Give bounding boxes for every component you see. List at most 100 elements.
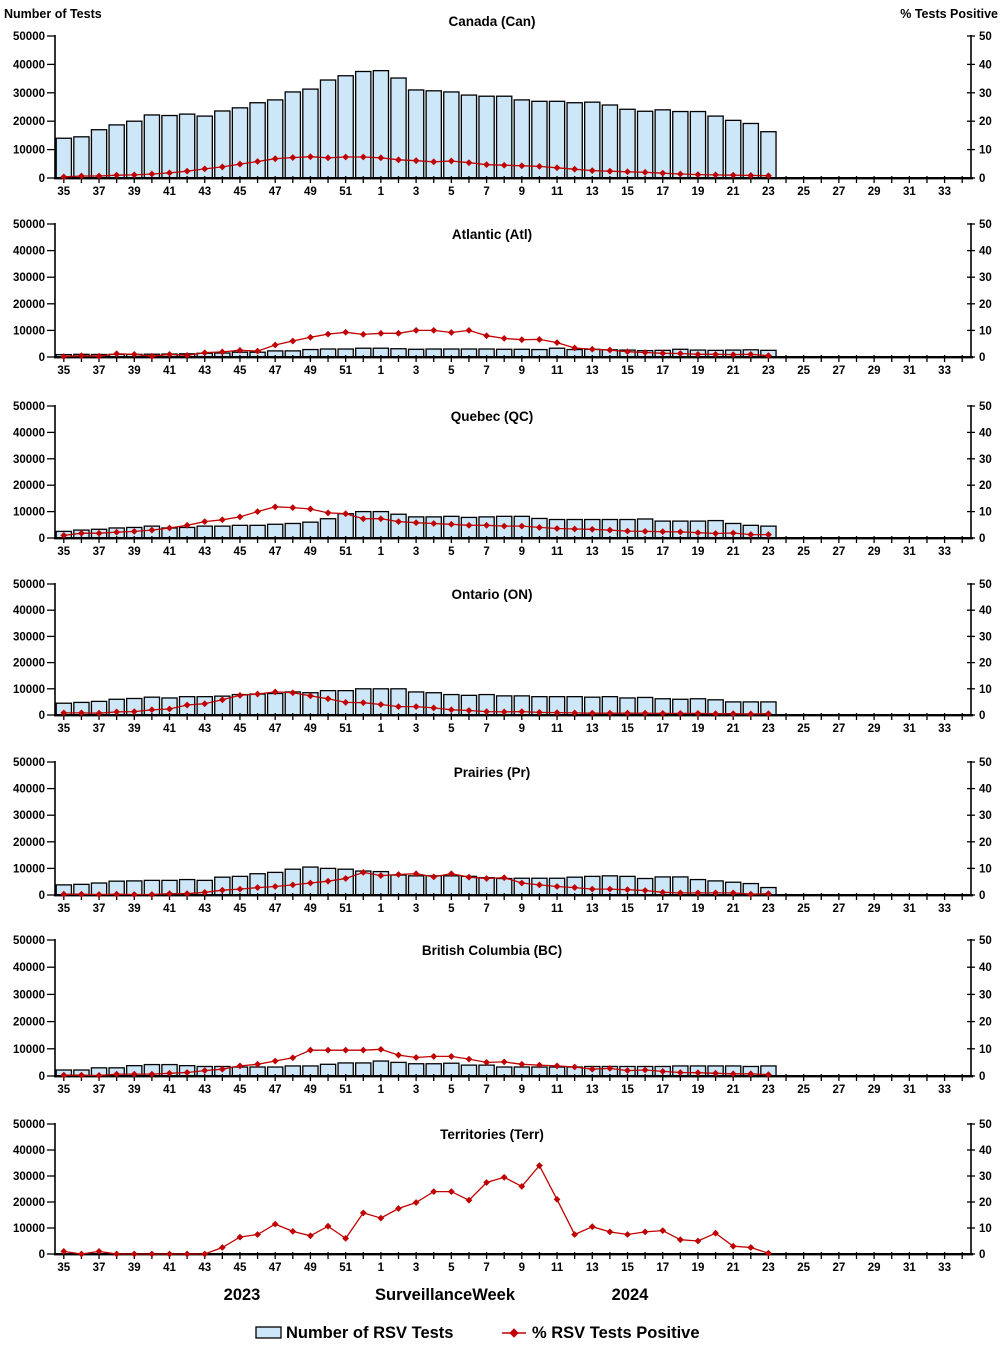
y-axis-right: 0 10 20 30 40 50 <box>967 757 992 902</box>
svg-text:30: 30 <box>979 88 992 100</box>
svg-text:13: 13 <box>586 546 599 558</box>
svg-text:23: 23 <box>762 186 775 196</box>
pct-line-series <box>60 153 772 181</box>
x-axis: 35 37 39 41 43 45 47 49 51 1 3 5 7 9 11 13 15 17 19 21 23 25 2… <box>54 355 973 377</box>
svg-text:30000: 30000 <box>13 631 45 643</box>
svg-text:1: 1 <box>378 186 385 196</box>
svg-text:33: 33 <box>938 1262 951 1274</box>
svg-text:10000: 10000 <box>13 507 45 519</box>
svg-text:49: 49 <box>304 1084 317 1096</box>
svg-text:40000: 40000 <box>13 59 45 71</box>
svg-text:47: 47 <box>269 365 282 377</box>
svg-text:9: 9 <box>519 186 525 196</box>
svg-text:45: 45 <box>234 365 247 377</box>
svg-text:50: 50 <box>979 757 992 769</box>
svg-text:49: 49 <box>304 365 317 377</box>
svg-text:21: 21 <box>727 546 740 558</box>
svg-text:10: 10 <box>979 1044 992 1056</box>
svg-text:40000: 40000 <box>13 962 45 974</box>
svg-text:23: 23 <box>762 365 775 377</box>
svg-text:41: 41 <box>163 903 176 915</box>
panel-title: Quebec (QC) <box>451 409 534 424</box>
svg-text:20: 20 <box>979 299 992 311</box>
svg-text:10: 10 <box>979 507 992 519</box>
svg-text:20: 20 <box>979 1017 992 1029</box>
svg-text:7: 7 <box>483 903 489 915</box>
svg-text:25: 25 <box>797 186 810 196</box>
svg-text:0: 0 <box>979 1071 985 1083</box>
svg-text:7: 7 <box>483 1262 489 1274</box>
chart-panel-territories: Territories (Terr)35 37 39 41 43 45 47 49 51 1 3 5 7… <box>13 1119 992 1274</box>
svg-text:50: 50 <box>979 1119 992 1131</box>
y-axis-right: 0 10 20 30 40 50 <box>967 401 992 545</box>
y-axis-left: 0 10000 20000 30000 40000 50000 <box>13 219 56 364</box>
svg-text:0: 0 <box>39 710 45 722</box>
y-axis-right: 0 10 20 30 40 50 <box>967 579 992 722</box>
y-axis-left: 0 10000 20000 30000 40000 50000 <box>13 757 56 902</box>
svg-text:50: 50 <box>979 219 992 231</box>
svg-text:27: 27 <box>832 1084 845 1096</box>
svg-text:37: 37 <box>93 1084 106 1096</box>
svg-text:20000: 20000 <box>13 299 45 311</box>
svg-text:1: 1 <box>378 365 385 377</box>
year-label-right: 2024 <box>612 1286 650 1304</box>
svg-text:19: 19 <box>692 723 705 735</box>
svg-text:15: 15 <box>621 546 634 558</box>
svg-text:27: 27 <box>832 903 845 915</box>
svg-text:47: 47 <box>269 723 282 735</box>
svg-text:23: 23 <box>762 546 775 558</box>
year-label-left: 2023 <box>224 1286 261 1304</box>
svg-text:7: 7 <box>483 1084 489 1096</box>
svg-text:29: 29 <box>868 186 881 196</box>
svg-text:11: 11 <box>551 903 564 915</box>
svg-text:5: 5 <box>448 903 455 915</box>
svg-text:40: 40 <box>979 246 992 258</box>
svg-text:43: 43 <box>198 186 211 196</box>
svg-text:27: 27 <box>832 186 845 196</box>
svg-text:30000: 30000 <box>13 272 45 284</box>
svg-text:11: 11 <box>551 1084 564 1096</box>
svg-text:29: 29 <box>868 1084 881 1096</box>
svg-text:20: 20 <box>979 658 992 670</box>
x-axis: 35 37 39 41 43 45 47 49 51 1 3 5 7 9 11 13 15 17 19 21 23 25 2… <box>54 1252 973 1274</box>
svg-text:50: 50 <box>979 935 992 947</box>
svg-text:33: 33 <box>938 903 951 915</box>
panel-title: Territories (Terr) <box>440 1127 544 1142</box>
svg-text:20000: 20000 <box>13 1017 45 1029</box>
svg-text:41: 41 <box>163 365 176 377</box>
svg-text:33: 33 <box>938 1084 951 1096</box>
svg-text:15: 15 <box>621 1084 634 1096</box>
panel-title: Prairies (Pr) <box>454 765 531 780</box>
svg-text:47: 47 <box>269 546 282 558</box>
svg-text:17: 17 <box>656 903 669 915</box>
svg-text:39: 39 <box>128 903 141 915</box>
y-axis-left: 0 10000 20000 30000 40000 50000 <box>13 401 56 545</box>
svg-text:27: 27 <box>832 723 845 735</box>
svg-text:0: 0 <box>39 352 45 364</box>
chart-panel-british-columbia: British Columbia (BC)35 37 39 41 43 45 47 49 51 1… <box>13 935 992 1096</box>
chart-panel-ontario: Ontario (ON)35 37 39 41 43 45 47 49 51 1 3 5 7 9 11 13 1… <box>13 579 992 735</box>
svg-text:43: 43 <box>198 903 211 915</box>
y-axis-right: 0 10 20 30 40 50 <box>967 1119 992 1261</box>
svg-text:49: 49 <box>304 1262 317 1274</box>
svg-text:23: 23 <box>762 1262 775 1274</box>
svg-text:15: 15 <box>621 903 634 915</box>
svg-text:47: 47 <box>269 1262 282 1274</box>
svg-text:41: 41 <box>163 723 176 735</box>
svg-text:1: 1 <box>378 1262 385 1274</box>
svg-text:33: 33 <box>938 546 951 558</box>
svg-text:0: 0 <box>979 533 985 545</box>
svg-text:27: 27 <box>832 1262 845 1274</box>
svg-text:31: 31 <box>903 546 916 558</box>
svg-text:50000: 50000 <box>13 219 45 231</box>
x-axis: 35 37 39 41 43 45 47 49 51 1 3 5 7 9 11 13 15 17 19 21 23 25 2… <box>54 893 973 915</box>
svg-text:17: 17 <box>656 546 669 558</box>
svg-text:10: 10 <box>979 684 992 696</box>
svg-text:20: 20 <box>979 116 992 128</box>
svg-text:9: 9 <box>519 365 525 377</box>
svg-text:9: 9 <box>519 546 525 558</box>
svg-text:37: 37 <box>93 1262 106 1274</box>
svg-text:10: 10 <box>979 325 992 337</box>
svg-text:30: 30 <box>979 810 992 822</box>
svg-text:37: 37 <box>93 723 106 735</box>
